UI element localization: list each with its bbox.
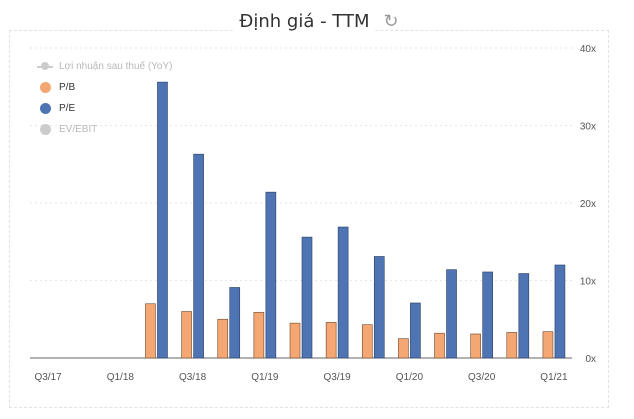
bar-pb: [181, 311, 192, 359]
bar-pb: [506, 332, 518, 359]
x-tick-label: Q1/19: [251, 372, 279, 383]
x-tick-label: Q3/20: [468, 372, 496, 383]
legend-dot: [40, 124, 51, 135]
bar-pb: [361, 324, 373, 359]
chart-header: Định giá - TTM ↻: [0, 6, 634, 36]
bar-pb: [253, 311, 265, 359]
legend-label: EV/EBIT: [59, 124, 98, 135]
legend-line-symbol: [37, 61, 53, 72]
bar-pe: [554, 264, 566, 359]
bar-pe: [193, 153, 204, 359]
y-tick-label: 0x: [585, 354, 596, 365]
x-tick-label: Q1/18: [107, 372, 135, 383]
bar-pb: [325, 322, 337, 359]
x-tick-label: Q1/21: [540, 372, 568, 383]
y-tick-label: 30x: [580, 122, 596, 133]
x-tick-label: Q3/19: [324, 372, 352, 383]
legend-label: P/B: [59, 82, 76, 93]
bar-pb: [398, 338, 409, 359]
bar-pe: [373, 256, 385, 359]
x-tick-label: Q1/20: [396, 372, 424, 383]
bar-pe: [265, 191, 277, 359]
legend-dot: [40, 82, 51, 93]
x-tick-label: Q3/17: [34, 372, 62, 383]
bar-pe: [482, 271, 493, 359]
chart-legend: Lợi nhuận sau thuế (YoY) P/B P/E EV/EBIT: [37, 56, 173, 140]
bar-pb: [217, 318, 229, 359]
bar-pb: [145, 303, 156, 359]
bar-pb: [470, 333, 481, 359]
legend-item-pe[interactable]: P/E: [40, 98, 173, 119]
refresh-icon[interactable]: ↻: [383, 11, 399, 31]
bar-pe: [446, 269, 457, 359]
legend-dot: [40, 103, 51, 114]
y-tick-label: 40x: [580, 44, 596, 55]
bar-pe: [337, 226, 349, 359]
legend-item-pb[interactable]: P/B: [40, 77, 173, 98]
legend-label: Lợi nhuận sau thuế (YoY): [59, 61, 173, 72]
bar-pe: [301, 236, 313, 359]
y-tick-label: 20x: [580, 199, 596, 210]
x-tick-label: Q3/18: [179, 372, 207, 383]
bar-pe: [157, 81, 168, 359]
legend-item-net-profit[interactable]: Lợi nhuận sau thuế (YoY): [37, 56, 173, 77]
y-tick-label: 10x: [580, 277, 596, 288]
chart-title: Định giá - TTM: [235, 10, 374, 32]
bar-pe: [229, 287, 241, 359]
bar-pe: [410, 302, 421, 359]
bar-pb: [434, 332, 445, 359]
legend-label: P/E: [59, 103, 76, 114]
legend-item-ev-ebit[interactable]: EV/EBIT: [40, 119, 173, 140]
bar-pe: [518, 273, 530, 359]
bar-pb: [289, 322, 301, 359]
bar-pb: [542, 331, 554, 359]
